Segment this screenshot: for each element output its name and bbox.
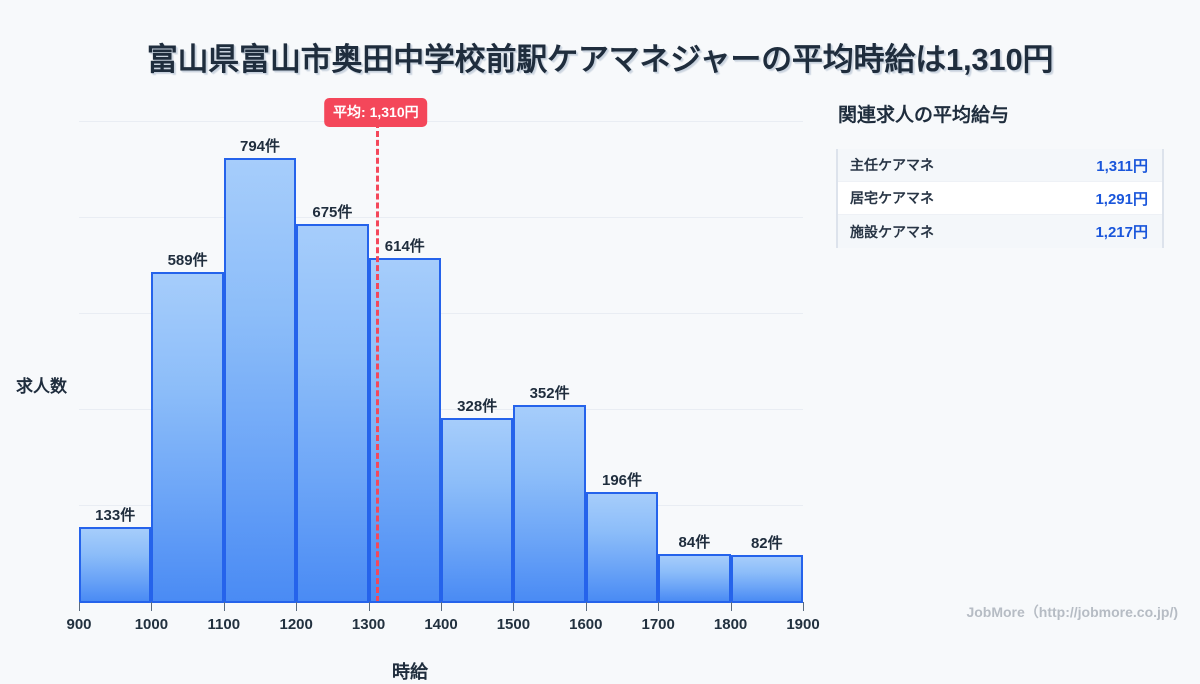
footer-attribution: JobMore（http://jobmore.co.jp/): [966, 604, 1178, 620]
x-axis-tick-label: 900: [66, 616, 92, 633]
salary-row-value: 1,217円: [1095, 224, 1148, 241]
x-axis-tick-label: 1300: [351, 616, 386, 633]
salary-row-label: 主任ケアマネ: [850, 157, 934, 173]
x-axis-tick-label: 1700: [641, 616, 675, 633]
salary-row-value: 1,291円: [1095, 190, 1148, 208]
x-axis-tick: [803, 602, 804, 611]
bar-value-label: 589件: [167, 252, 208, 270]
salary-row-label: 居宅ケアマネ: [850, 190, 934, 206]
x-axis-tick: [79, 602, 80, 611]
histogram-bar: [658, 554, 731, 601]
gridline: [79, 409, 803, 410]
x-axis-tick: [368, 602, 370, 611]
y-axis-title: 求人数: [16, 377, 67, 396]
gridline: [79, 121, 803, 122]
x-axis-tick-label: 1900: [786, 616, 820, 633]
related-salary-panel: 関連求人の平均給与 主任ケアマネ 1,311円居宅ケアマネ 1,291円施設ケアマネ…: [836, 100, 1166, 248]
x-axis-tick-label: 1200: [279, 616, 313, 633]
related-salary-title: 関連求人の平均給与: [838, 105, 1010, 126]
histogram-chart: 求人数 133件 589件 794件 675件 614件 328件 352件 196件 84件 8…: [0, 92, 820, 682]
histogram-bar: [368, 258, 441, 601]
x-axis-tick-label: 1000: [134, 616, 169, 633]
x-axis-tick: [223, 602, 225, 611]
histogram-bar: [585, 491, 659, 601]
x-axis-tick-label: 1800: [713, 616, 748, 633]
x-axis-tick: [730, 602, 732, 611]
gridline: [79, 217, 803, 218]
x-axis-tick-label: 1100: [207, 616, 241, 633]
table-row: 施設ケアマネ 1,217円: [838, 215, 1162, 248]
histogram-bar: [513, 404, 586, 601]
x-axis-tick-label: 1600: [569, 616, 603, 633]
histogram-bar: [223, 157, 297, 601]
x-axis-title: 時給: [392, 662, 428, 682]
bar-value-label: 133件: [95, 506, 136, 524]
average-badge: 平均: 1,310円: [324, 98, 428, 127]
x-axis-tick-label: 1500: [496, 616, 531, 633]
x-axis-tick: [296, 602, 298, 611]
table-row: 主任ケアマネ 1,311円: [838, 149, 1162, 182]
x-axis-tick: [441, 602, 442, 611]
page-title: 富山県富山市奥田中学校前駅ケアマネジャーの平均時給は1,310円: [146, 42, 1054, 77]
x-axis-tick: [151, 602, 153, 611]
salary-row-value: 1,311円: [1096, 157, 1148, 175]
plot-area: 133件 589件 794件 675件 614件 328件 352件 196件 84件 82件 平…: [66, 98, 820, 633]
gridline: [79, 313, 803, 314]
histogram-bar: [730, 555, 803, 601]
histogram-bar: [151, 272, 224, 601]
histogram-bar: [441, 417, 514, 601]
bar-value-label: 675件: [312, 204, 353, 222]
bar-value-label: 82件: [750, 535, 783, 553]
bar-value-label: 794件: [239, 137, 281, 155]
x-axis-tick: [658, 602, 660, 611]
histogram-bar: [79, 526, 152, 601]
bar-value-label: 328件: [457, 397, 498, 415]
bar-value-label: 614件: [384, 238, 425, 256]
table-row: 居宅ケアマネ 1,291円: [838, 182, 1162, 215]
bar-value-label: 84件: [678, 534, 711, 552]
x-axis-tick-label: 1400: [424, 616, 458, 633]
related-salary-table: 主任ケアマネ 1,311円居宅ケアマネ 1,291円施設ケアマネ 1,217円: [836, 149, 1164, 248]
page-root: 富山県富山市奥田中学校前駅ケアマネジャーの平均時給は1,310円 求人数 133…: [0, 42, 1178, 682]
x-axis-tick: [585, 602, 587, 611]
average-line: [375, 122, 379, 602]
histogram-bar: [296, 224, 369, 601]
x-axis-tick: [513, 602, 515, 611]
bar-value-label: 352件: [529, 384, 570, 402]
bar-value-label: 196件: [601, 471, 643, 489]
salary-row-label: 施設ケアマネ: [850, 223, 934, 240]
